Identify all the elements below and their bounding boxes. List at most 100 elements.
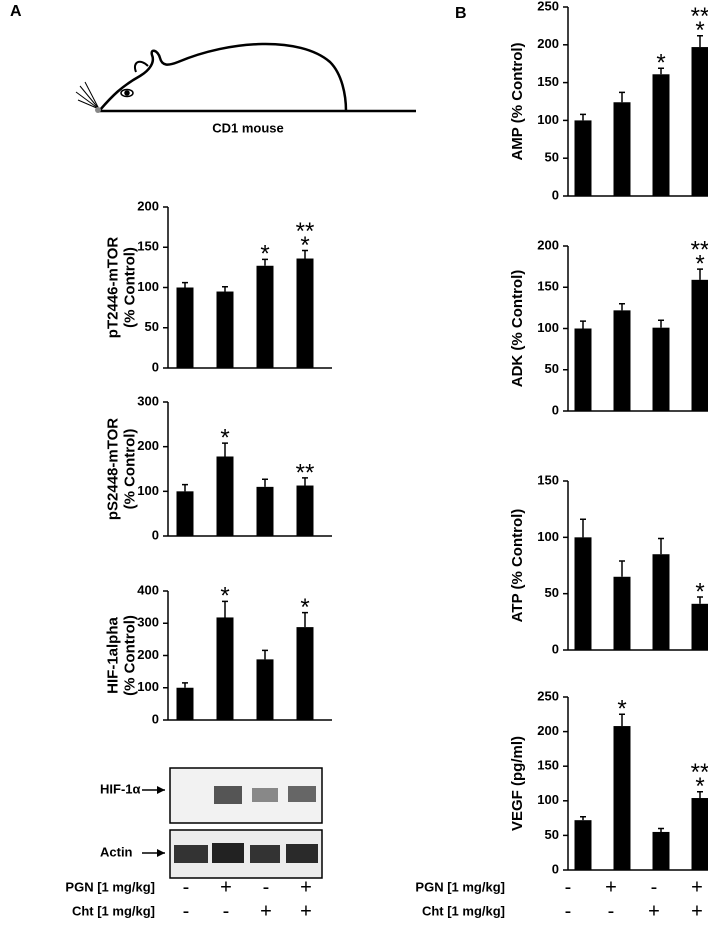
blot-label: HIF-1α	[100, 781, 141, 796]
bar	[613, 576, 631, 650]
y-axis-label: pS2448-mTOR	[104, 418, 121, 520]
treatment-label: PGN [1 mg/kg]	[65, 879, 155, 894]
y-axis-label: ATP (% Control)	[509, 509, 526, 623]
y-tick-label: 50	[545, 150, 559, 165]
error-bar	[302, 477, 308, 486]
y-axis-label: (% Control)	[121, 429, 138, 510]
y-tick-label: 250	[537, 688, 559, 703]
treatment-sign: +	[220, 876, 232, 898]
bar	[296, 485, 314, 536]
error-bar	[302, 249, 308, 259]
y-tick-label: 250	[537, 0, 559, 13]
y-tick-label: 200	[137, 438, 159, 453]
y-tick-label: 100	[137, 279, 159, 294]
error-bar	[658, 827, 664, 832]
error-bar	[182, 483, 188, 492]
error-bar	[222, 600, 228, 618]
significance-marker: *	[300, 232, 309, 259]
treatment-sign: -	[565, 900, 572, 922]
bar	[256, 486, 274, 536]
error-bar	[262, 258, 268, 266]
y-tick-label: 0	[152, 711, 159, 726]
y-tick-label: 100	[137, 679, 159, 694]
error-bar	[222, 285, 228, 292]
error-bar	[262, 478, 268, 487]
bar	[256, 265, 274, 368]
y-axis-label: ADK (% Control)	[509, 270, 526, 387]
y-tick-label: 50	[145, 319, 159, 334]
y-tick-label: 100	[137, 483, 159, 498]
significance-marker: *	[220, 424, 229, 451]
error-bar	[222, 442, 228, 457]
bar	[216, 291, 234, 368]
treatment-sign: +	[260, 900, 272, 922]
y-tick-label: 200	[537, 36, 559, 51]
bar	[652, 74, 670, 196]
significance-marker: *	[695, 773, 704, 800]
y-tick-label: 100	[537, 320, 559, 335]
y-axis-label: VEGF (pg/ml)	[509, 736, 526, 831]
bar	[691, 279, 708, 411]
y-tick-label: 150	[137, 239, 159, 254]
treatment-sign: -	[651, 876, 658, 898]
significance-marker: *	[656, 50, 665, 77]
error-bar	[697, 596, 703, 604]
bar	[296, 627, 314, 720]
y-tick-label: 0	[152, 527, 159, 542]
treatment-sign: -	[183, 900, 190, 922]
treatment-sign: +	[691, 900, 703, 922]
error-bar	[619, 91, 625, 103]
western-blot	[142, 767, 323, 879]
bar	[176, 687, 194, 720]
y-tick-label: 50	[545, 585, 559, 600]
treatment-label: Cht [1 mg/kg]	[422, 903, 505, 918]
treatment-label: PGN [1 mg/kg]	[415, 879, 505, 894]
y-tick-label: 150	[537, 758, 559, 773]
bar	[256, 659, 274, 720]
y-tick-label: 0	[152, 359, 159, 374]
y-tick-label: 0	[552, 402, 559, 417]
error-bar	[619, 560, 625, 577]
error-bar	[697, 34, 703, 48]
significance-marker: *	[220, 583, 229, 610]
bar	[652, 327, 670, 411]
y-axis-label: pT2446-mTOR	[104, 237, 121, 339]
error-bar	[697, 268, 703, 280]
mouse-label: CD1 mouse	[212, 120, 284, 135]
error-bar	[658, 319, 664, 328]
y-axis-label: AMP (% Control)	[509, 42, 526, 160]
error-bar	[658, 67, 664, 75]
error-bar	[262, 649, 268, 660]
y-tick-label: 200	[137, 647, 159, 662]
bar	[574, 820, 592, 870]
error-bar	[302, 611, 308, 628]
bar	[613, 310, 631, 411]
bar	[691, 798, 708, 870]
treatment-sign: -	[183, 876, 190, 898]
significance-marker: **	[691, 759, 708, 786]
bar	[296, 258, 314, 368]
error-bar	[182, 281, 188, 288]
y-axis-label: (% Control)	[121, 247, 138, 328]
bar	[691, 603, 708, 650]
y-tick-label: 100	[537, 529, 559, 544]
treatment-sign: +	[300, 876, 312, 898]
y-tick-label: 300	[137, 615, 159, 630]
y-tick-label: 100	[537, 792, 559, 807]
significance-marker: *	[695, 17, 704, 44]
y-tick-label: 150	[537, 279, 559, 294]
bar	[613, 102, 631, 196]
significance-marker: **	[691, 3, 708, 30]
significance-marker: *	[300, 594, 309, 621]
treatment-sign: +	[691, 876, 703, 898]
panel-label: B	[455, 5, 467, 22]
bar	[613, 726, 631, 870]
y-tick-label: 200	[537, 237, 559, 252]
bar	[652, 831, 670, 870]
bar	[216, 456, 234, 536]
treatment-label: Cht [1 mg/kg]	[72, 903, 155, 918]
bar	[176, 287, 194, 368]
treatment-sign: -	[565, 876, 572, 898]
treatment-sign: +	[300, 900, 312, 922]
